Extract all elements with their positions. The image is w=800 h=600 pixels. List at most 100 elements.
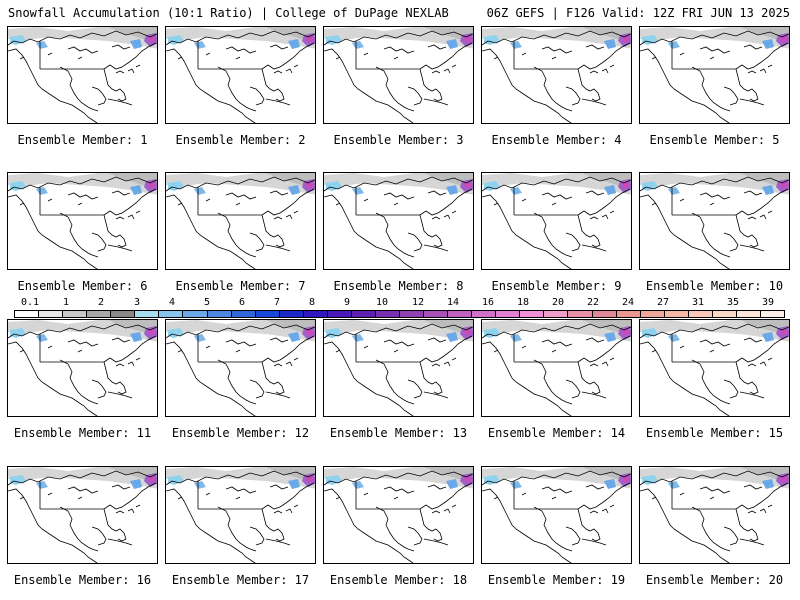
member-label: Ensemble Member: 9 (491, 279, 622, 293)
member-label: Ensemble Member: 13 (329, 426, 468, 440)
member-label: Ensemble Member: 18 (329, 573, 468, 587)
map-title: Snowfall Accumulation (10:1 Ratio) | Col… (8, 6, 449, 20)
ensemble-member-panel: Ensemble Member: 9 (481, 172, 632, 293)
snowfall-map (165, 172, 316, 270)
colorbar-swatch (159, 311, 184, 317)
ensemble-member-panel: Ensemble Member: 16 (7, 466, 158, 587)
member-label: Ensemble Member: 7 (175, 279, 306, 293)
colorbar-swatch (279, 311, 304, 317)
colorbar-swatch (351, 311, 376, 317)
snowfall-map (7, 466, 158, 564)
colorbar-swatch (87, 311, 112, 317)
colorbar-tick-label: 10 (375, 297, 389, 308)
ensemble-member-panel: Ensemble Member: 14 (481, 319, 632, 440)
colorbar-swatch (688, 311, 713, 317)
colorbar-swatch (231, 311, 256, 317)
colorbar-tick-label: 27 (656, 297, 670, 308)
colorbar-tick-label: 18 (516, 297, 530, 308)
snowfall-map (481, 466, 632, 564)
colorbar-tick-label: 3 (133, 297, 141, 308)
ensemble-member-panel: Ensemble Member: 3 (323, 26, 474, 147)
snowfall-map (323, 172, 474, 270)
colorbar-swatch (544, 311, 569, 317)
colorbar-tick-label: 8 (308, 297, 316, 308)
colorbar-tick-label: 5 (203, 297, 211, 308)
valid-time: 06Z GEFS | F126 Valid: 12Z FRI JUN 13 20… (486, 6, 790, 20)
colorbar-swatch (640, 311, 665, 317)
colorbar-tick-label: 1 (62, 297, 70, 308)
ensemble-member-panel: Ensemble Member: 11 (7, 319, 158, 440)
colorbar-tick-label: 14 (446, 297, 460, 308)
member-label: Ensemble Member: 3 (333, 133, 464, 147)
colorbar-tick-label: 20 (551, 297, 565, 308)
member-label: Ensemble Member: 16 (13, 573, 152, 587)
colorbar-swatch (568, 311, 593, 317)
colorbar-tick-label: 12 (411, 297, 425, 308)
colorbar-tick-label: 35 (726, 297, 740, 308)
ensemble-member-panel: Ensemble Member: 12 (165, 319, 316, 440)
member-label: Ensemble Member: 4 (491, 133, 622, 147)
snowfall-map (7, 26, 158, 124)
colorbar-tick-label: 0.1 (20, 297, 40, 308)
colorbar-tick-label: 6 (238, 297, 246, 308)
snowfall-map (639, 172, 790, 270)
colorbar-swatch (760, 311, 784, 317)
snowfall-map (165, 26, 316, 124)
colorbar-swatch (400, 311, 425, 317)
member-label: Ensemble Member: 1 (17, 133, 148, 147)
member-label: Ensemble Member: 10 (645, 279, 784, 293)
ensemble-member-panel: Ensemble Member: 19 (481, 466, 632, 587)
colorbar-swatch (424, 311, 449, 317)
snowfall-map (323, 319, 474, 417)
colorbar-tick-label: 7 (273, 297, 281, 308)
snowfall-map (323, 26, 474, 124)
colorbar-swatch (712, 311, 737, 317)
colorbar-swatch (183, 311, 208, 317)
snowfall-map (639, 26, 790, 124)
member-label: Ensemble Member: 2 (175, 133, 306, 147)
colorbar-tick-label: 39 (761, 297, 775, 308)
colorbar-swatch (207, 311, 232, 317)
colorbar-tick-label: 16 (481, 297, 495, 308)
colorbar-swatch (616, 311, 641, 317)
member-label: Ensemble Member: 15 (645, 426, 784, 440)
colorbar-swatch (303, 311, 328, 317)
snowfall-map (7, 319, 158, 417)
colorbar-tick-label: 22 (586, 297, 600, 308)
snowfall-map (481, 26, 632, 124)
colorbar-swatch (592, 311, 617, 317)
member-label: Ensemble Member: 11 (13, 426, 152, 440)
colorbar-tick-label: 31 (691, 297, 705, 308)
colorbar-swatch (63, 311, 88, 317)
ensemble-member-panel: Ensemble Member: 20 (639, 466, 790, 587)
colorbar-swatch (111, 311, 136, 317)
colorbar-swatch (15, 311, 40, 317)
ensemble-member-panel: Ensemble Member: 13 (323, 319, 474, 440)
ensemble-member-panel: Ensemble Member: 18 (323, 466, 474, 587)
colorbar-swatch (327, 311, 352, 317)
snowfall-map (639, 319, 790, 417)
ensemble-member-panel: Ensemble Member: 10 (639, 172, 790, 293)
colorbar-tick-label: 2 (97, 297, 105, 308)
ensemble-member-panel: Ensemble Member: 4 (481, 26, 632, 147)
member-label: Ensemble Member: 6 (17, 279, 148, 293)
ensemble-member-panel: Ensemble Member: 8 (323, 172, 474, 293)
colorbar (14, 310, 785, 318)
snowfall-map (165, 466, 316, 564)
ensemble-member-panel: Ensemble Member: 2 (165, 26, 316, 147)
colorbar-swatch (375, 311, 400, 317)
colorbar-swatch (496, 311, 521, 317)
colorbar-swatch (664, 311, 689, 317)
colorbar-swatch (448, 311, 473, 317)
member-label: Ensemble Member: 19 (487, 573, 626, 587)
snowfall-map (481, 172, 632, 270)
colorbar-swatch (736, 311, 761, 317)
colorbar-tick-label: 24 (621, 297, 635, 308)
snowfall-map (639, 466, 790, 564)
member-label: Ensemble Member: 17 (171, 573, 310, 587)
ensemble-member-panel: Ensemble Member: 7 (165, 172, 316, 293)
ensemble-member-panel: Ensemble Member: 1 (7, 26, 158, 147)
ensemble-member-panel: Ensemble Member: 6 (7, 172, 158, 293)
snowfall-map (481, 319, 632, 417)
ensemble-member-panel: Ensemble Member: 5 (639, 26, 790, 147)
